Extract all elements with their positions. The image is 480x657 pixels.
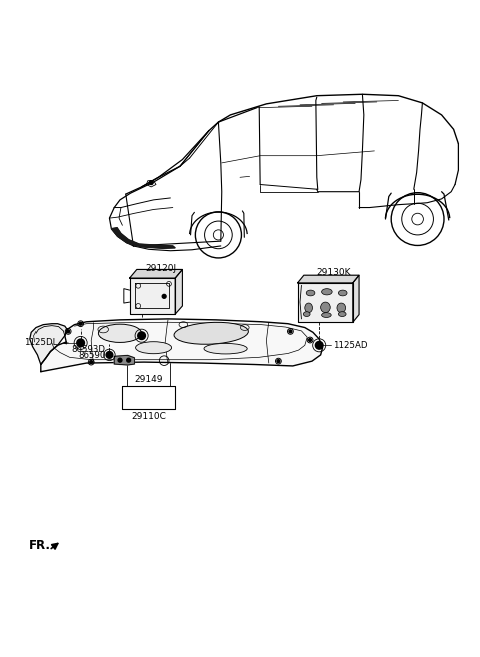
Circle shape bbox=[162, 294, 166, 298]
Ellipse shape bbox=[135, 342, 172, 353]
Circle shape bbox=[118, 358, 122, 362]
Circle shape bbox=[138, 332, 145, 340]
Circle shape bbox=[106, 351, 113, 358]
Polygon shape bbox=[175, 269, 182, 314]
Ellipse shape bbox=[174, 323, 248, 344]
Polygon shape bbox=[111, 228, 175, 248]
Ellipse shape bbox=[338, 311, 346, 317]
Ellipse shape bbox=[321, 302, 330, 313]
Polygon shape bbox=[114, 355, 134, 365]
Ellipse shape bbox=[98, 324, 142, 342]
Text: 1125AD: 1125AD bbox=[98, 331, 133, 340]
Polygon shape bbox=[30, 324, 67, 365]
Text: 86593D: 86593D bbox=[72, 345, 106, 353]
Ellipse shape bbox=[204, 344, 247, 354]
Ellipse shape bbox=[303, 311, 310, 317]
Circle shape bbox=[315, 342, 323, 349]
Ellipse shape bbox=[306, 290, 315, 296]
Text: 29130K: 29130K bbox=[316, 268, 351, 277]
Polygon shape bbox=[353, 275, 359, 323]
Polygon shape bbox=[130, 269, 182, 278]
Text: 29110C: 29110C bbox=[132, 413, 166, 421]
Circle shape bbox=[90, 361, 93, 363]
Circle shape bbox=[277, 359, 280, 363]
Ellipse shape bbox=[337, 303, 346, 313]
Circle shape bbox=[149, 181, 153, 185]
Polygon shape bbox=[298, 275, 359, 283]
Polygon shape bbox=[130, 278, 175, 314]
Text: 86590: 86590 bbox=[78, 351, 106, 360]
Circle shape bbox=[309, 338, 312, 342]
Ellipse shape bbox=[322, 313, 331, 317]
Text: FR.: FR. bbox=[29, 539, 51, 552]
Text: 29149: 29149 bbox=[134, 375, 163, 384]
Text: 29120J: 29120J bbox=[145, 264, 176, 273]
Polygon shape bbox=[298, 283, 353, 323]
Circle shape bbox=[77, 339, 84, 347]
Ellipse shape bbox=[322, 288, 332, 295]
Circle shape bbox=[127, 358, 131, 362]
Text: 1125DL: 1125DL bbox=[24, 338, 58, 348]
Circle shape bbox=[289, 330, 292, 333]
Ellipse shape bbox=[305, 303, 312, 313]
Ellipse shape bbox=[338, 290, 347, 296]
Circle shape bbox=[67, 330, 70, 333]
Text: 1125AD: 1125AD bbox=[333, 341, 367, 350]
Polygon shape bbox=[41, 319, 323, 372]
Circle shape bbox=[79, 323, 82, 325]
